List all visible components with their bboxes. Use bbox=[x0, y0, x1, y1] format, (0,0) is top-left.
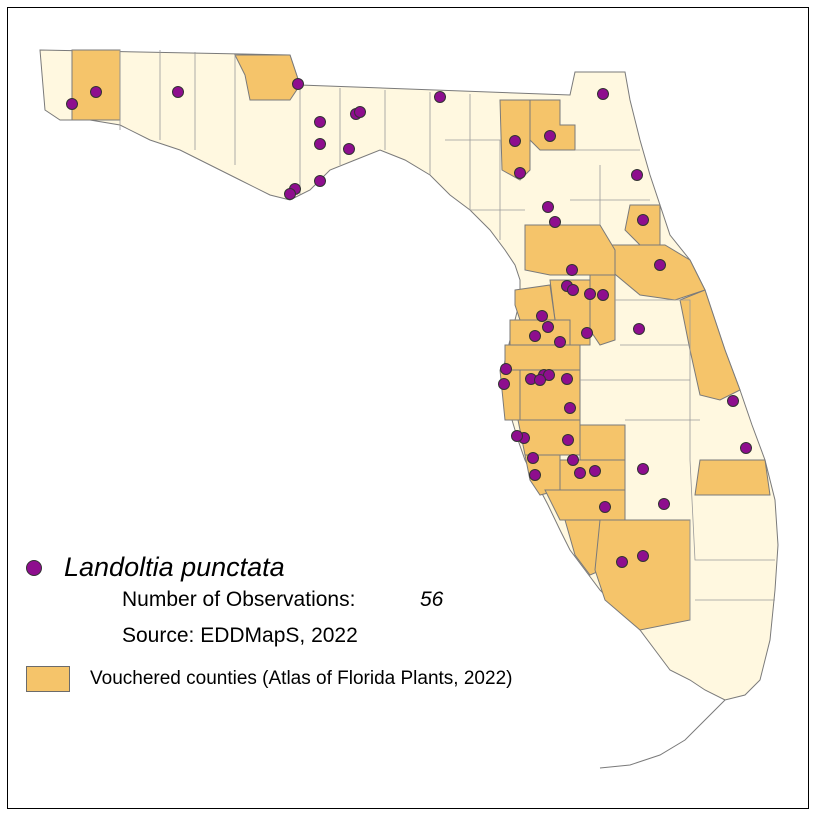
county-pinellas bbox=[499, 369, 521, 421]
observation-point bbox=[172, 86, 184, 98]
observation-point bbox=[740, 442, 752, 454]
observation-point bbox=[658, 498, 670, 510]
observations-label: Number of Observations: bbox=[122, 588, 356, 611]
observation-point bbox=[564, 402, 576, 414]
observation-point bbox=[637, 463, 649, 475]
county-lake bbox=[589, 274, 616, 346]
observation-point bbox=[549, 216, 561, 228]
county-lines bbox=[119, 50, 775, 620]
observation-point bbox=[562, 434, 574, 446]
observation-point bbox=[527, 452, 539, 464]
observation-point bbox=[633, 323, 645, 335]
county-citrus bbox=[514, 284, 556, 321]
observation-point bbox=[561, 373, 573, 385]
observation-symbol bbox=[26, 560, 42, 576]
observation-point bbox=[536, 310, 548, 322]
observation-point bbox=[589, 465, 601, 477]
observation-point bbox=[284, 188, 296, 200]
observation-point bbox=[500, 363, 512, 375]
observation-point bbox=[616, 556, 628, 568]
observation-point bbox=[514, 167, 526, 179]
observation-point bbox=[567, 454, 579, 466]
observation-point bbox=[542, 321, 554, 333]
observation-point bbox=[543, 369, 555, 381]
observation-point bbox=[314, 138, 326, 150]
observation-point bbox=[498, 378, 510, 390]
observations-value: 56 bbox=[420, 588, 444, 611]
observation-point bbox=[727, 395, 739, 407]
state-outline bbox=[39, 49, 779, 769]
county-collier bbox=[594, 519, 691, 631]
observation-point bbox=[597, 88, 609, 100]
observation-point bbox=[509, 135, 521, 147]
observation-point bbox=[529, 469, 541, 481]
observation-point bbox=[581, 327, 593, 339]
observation-point bbox=[597, 289, 609, 301]
species-name: Landoltia punctata bbox=[64, 552, 285, 582]
county-jackson bbox=[234, 54, 301, 101]
observation-point bbox=[529, 330, 541, 342]
observation-point bbox=[434, 91, 446, 103]
observation-point bbox=[511, 430, 523, 442]
observation-point bbox=[354, 106, 366, 118]
county-pasco bbox=[504, 344, 581, 371]
observation-point bbox=[542, 201, 554, 213]
observation-point bbox=[637, 550, 649, 562]
observation-point bbox=[314, 116, 326, 128]
keys bbox=[599, 699, 726, 769]
observation-point bbox=[66, 98, 78, 110]
observation-points bbox=[66, 78, 752, 568]
observation-point bbox=[566, 264, 578, 276]
vouchered-label: Vouchered counties (Atlas of Florida Pla… bbox=[90, 668, 513, 689]
observation-point bbox=[314, 175, 326, 187]
observation-point bbox=[637, 214, 649, 226]
observation-point bbox=[292, 78, 304, 90]
source-text: Source: EDDMapS, 2022 bbox=[122, 624, 358, 647]
observation-point bbox=[599, 501, 611, 513]
observation-point bbox=[567, 284, 579, 296]
observation-point bbox=[631, 169, 643, 181]
observation-point bbox=[343, 143, 355, 155]
observation-point bbox=[534, 374, 546, 386]
observation-point bbox=[654, 259, 666, 271]
county-escambia bbox=[71, 49, 121, 121]
observation-point bbox=[554, 336, 566, 348]
county-baker bbox=[529, 99, 576, 151]
vouchered-swatch bbox=[26, 666, 70, 692]
county-st-lucie bbox=[694, 459, 771, 496]
county-brevard bbox=[679, 289, 741, 401]
county-hardee bbox=[579, 424, 626, 461]
observation-point bbox=[544, 130, 556, 142]
observation-point bbox=[584, 288, 596, 300]
observation-point bbox=[574, 467, 586, 479]
observation-point bbox=[90, 86, 102, 98]
